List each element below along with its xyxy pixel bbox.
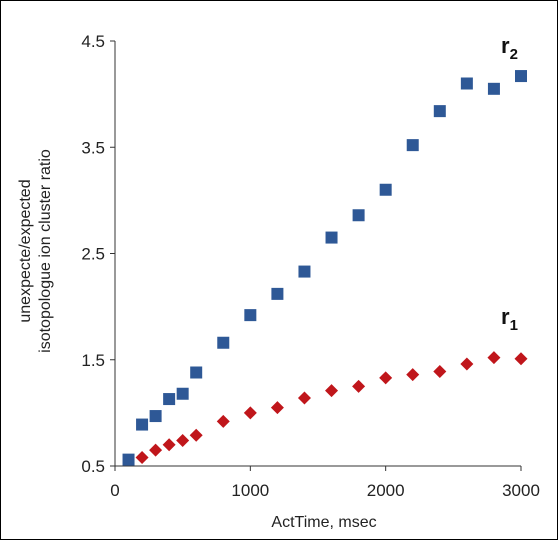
y-tick-label: 2.5 bbox=[81, 245, 105, 264]
r1-data-point bbox=[149, 443, 163, 457]
series-label-r2-main: r bbox=[501, 33, 510, 58]
series-label-r1-main: r bbox=[501, 304, 510, 329]
r2-data-point bbox=[515, 70, 527, 83]
r1-data-point bbox=[514, 352, 528, 366]
y-axis-title-line-2: isotopologue ion cluster ratio bbox=[37, 149, 54, 353]
r1-data-point bbox=[216, 414, 230, 428]
r2-data-point bbox=[244, 309, 257, 322]
r1-data-point bbox=[189, 428, 203, 442]
r2-data-point bbox=[406, 139, 419, 152]
y-tick-label: 4.5 bbox=[81, 32, 105, 51]
x-tick-label: 2000 bbox=[367, 481, 405, 500]
r2-data-point bbox=[325, 231, 338, 244]
r1-data-point bbox=[487, 351, 501, 365]
series-label-r2: r2 bbox=[501, 33, 518, 63]
r2-data-point bbox=[149, 410, 162, 423]
r1-data-point bbox=[379, 371, 393, 385]
r2-data-point bbox=[122, 453, 135, 466]
r2-data-point bbox=[136, 418, 149, 431]
r1-data-point bbox=[406, 368, 420, 382]
r1-data-point bbox=[135, 451, 149, 464]
r1-data-point bbox=[243, 406, 257, 420]
y-axis-ticks: 0.5 1.5 2.5 3.5 4.5 bbox=[81, 32, 115, 476]
r1-data-point bbox=[270, 401, 284, 415]
r2-data-point bbox=[487, 82, 500, 95]
r1-data-point bbox=[433, 364, 447, 378]
x-tick-label: 3000 bbox=[502, 481, 540, 500]
r2-data-point bbox=[352, 209, 365, 222]
r1-data-point bbox=[352, 379, 366, 393]
r1-data-point bbox=[460, 357, 474, 371]
x-tick-label: 1000 bbox=[231, 481, 269, 500]
r2-data-point bbox=[298, 265, 311, 278]
series-label-r1: r1 bbox=[501, 304, 518, 334]
r2-data-point bbox=[217, 336, 230, 349]
r1-data-point bbox=[297, 391, 311, 405]
r1-data-point bbox=[162, 438, 176, 452]
x-tick-label: 0 bbox=[110, 481, 119, 500]
r2-data-point bbox=[271, 287, 284, 300]
y-axis-title-line-1: unexpecte/expected bbox=[17, 179, 34, 322]
r2-data-point bbox=[460, 77, 473, 90]
y-tick-label: 0.5 bbox=[81, 457, 105, 476]
series-label-r2-subscript: 2 bbox=[510, 46, 518, 63]
r1-data-point bbox=[176, 434, 190, 447]
series-label-r1-subscript: 1 bbox=[510, 317, 518, 334]
r1-data-point bbox=[325, 384, 339, 398]
r2-data-point bbox=[163, 393, 176, 406]
r2-data-point bbox=[379, 183, 392, 196]
data-markers bbox=[122, 70, 528, 466]
y-tick-label: 3.5 bbox=[81, 138, 105, 157]
r2-data-point bbox=[433, 105, 446, 118]
x-axis-ticks: 0 1000 2000 3000 bbox=[110, 466, 540, 500]
r2-data-point bbox=[176, 387, 189, 400]
y-tick-label: 1.5 bbox=[81, 351, 105, 370]
r2-data-point bbox=[190, 366, 203, 379]
x-axis-title: ActTime, msec bbox=[271, 514, 376, 531]
